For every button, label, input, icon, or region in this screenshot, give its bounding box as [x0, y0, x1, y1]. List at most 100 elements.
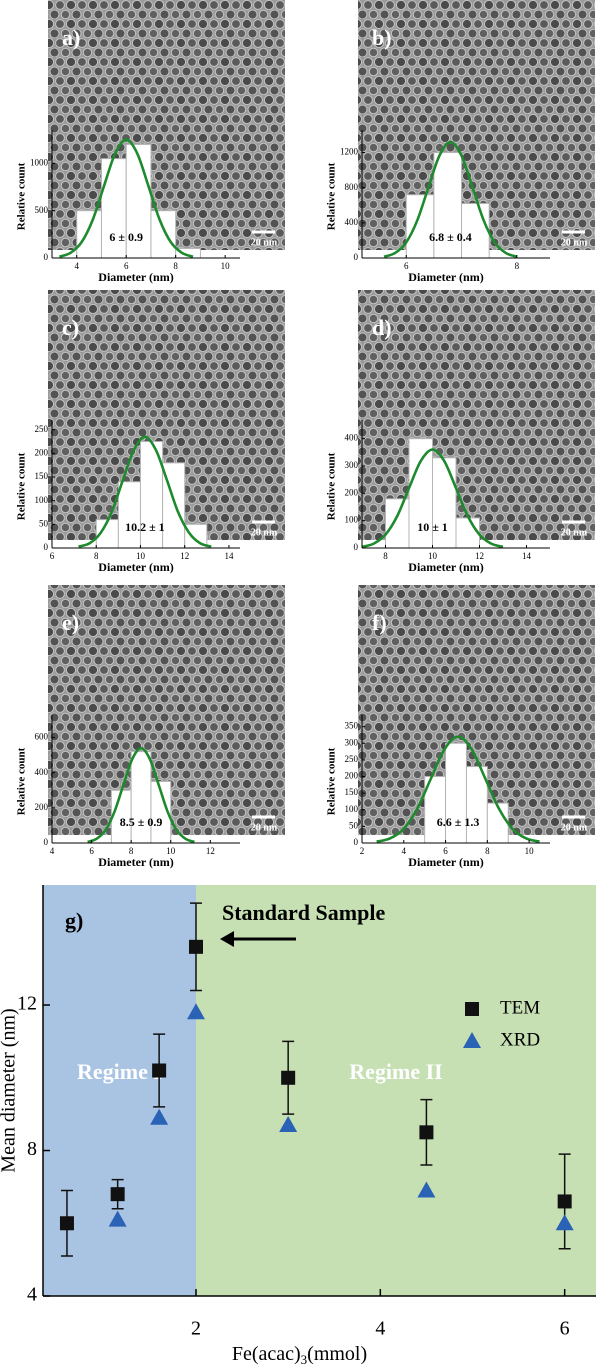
fit-curve	[58, 138, 194, 258]
x-tick-label: 4	[74, 261, 79, 271]
y-tick-label: 600	[35, 732, 49, 742]
x-tick-label: 14	[224, 551, 234, 561]
annotation-arrowhead	[220, 931, 234, 947]
y-tick-label: 200	[345, 487, 359, 497]
panel-label: b)	[372, 25, 392, 50]
x-axis-label: Diameter (nm)	[408, 855, 483, 869]
y-axis-label: Mean diameter (nm)	[0, 1008, 20, 1172]
regime-region	[195, 885, 596, 1296]
scale-bar-label: 20 nm	[561, 237, 588, 248]
y-tick-label: 400	[345, 217, 359, 227]
x-tick-label: 6	[443, 846, 448, 856]
fit-curve	[376, 735, 540, 843]
x-tick-label: 4	[50, 846, 55, 856]
tem-image	[48, 0, 285, 250]
y-tick-label: 800	[345, 182, 359, 192]
y-axis-label: Relative count	[326, 452, 338, 520]
data-point	[186, 1003, 205, 1020]
y-tick-label: 0	[44, 252, 49, 262]
fit-annotation: 6 ± 0.9	[109, 230, 143, 244]
x-tick-label: 10	[525, 846, 535, 856]
y-tick-label: 250	[345, 754, 359, 764]
regime-label: Regime I	[77, 1059, 162, 1084]
histogram-bar	[76, 210, 102, 259]
fit-annotation: 10 ± 1	[417, 520, 448, 534]
x-axis-label: Diameter (nm)	[408, 270, 483, 284]
legend-label: TEM	[500, 997, 540, 1018]
histogram-bar	[385, 498, 410, 549]
scale-bar-label: 20 nm	[251, 527, 278, 538]
y-tick-label: 4	[27, 1284, 37, 1306]
y-tick-label: 50	[349, 820, 359, 830]
x-axis-label: Diameter (nm)	[98, 560, 173, 574]
legend-marker	[465, 1002, 479, 1016]
x-axis-label: Diameter (nm)	[98, 855, 173, 869]
x-tick-label: 8	[485, 846, 490, 856]
y-tick-label: 1200	[340, 147, 359, 157]
y-tick-label: 200	[35, 802, 49, 812]
panel-label: d)	[372, 315, 392, 340]
fit-annotation: 8.5 ± 0.9	[120, 815, 163, 829]
fit-annotation: 10.2 ± 1	[125, 520, 165, 534]
fit-annotation: 6.6 ± 1.3	[437, 815, 480, 829]
legend-marker	[463, 1032, 481, 1048]
x-tick-label: 8	[515, 261, 520, 271]
y-tick-label: 100	[345, 515, 359, 525]
y-tick-label: 300	[345, 460, 359, 470]
histogram-bar	[432, 457, 457, 549]
scale-bar-label: 20 nm	[561, 527, 588, 538]
x-tick-label: 4	[402, 846, 407, 856]
fit-annotation: 6.8 ± 0.4	[429, 230, 472, 244]
data-point	[555, 1214, 574, 1231]
x-tick-label: 8	[383, 551, 388, 561]
y-tick-label: 500	[35, 205, 49, 215]
regime-region	[43, 885, 196, 1296]
y-axis-label: Relative count	[16, 747, 28, 815]
y-tick-label: 150	[345, 787, 359, 797]
data-point	[59, 1216, 74, 1231]
x-tick-label: 12	[475, 551, 484, 561]
x-tick-label: 8	[94, 551, 99, 561]
y-tick-label: 50	[39, 518, 49, 528]
panel-label: e)	[62, 610, 79, 635]
x-tick-label: 10	[428, 551, 438, 561]
panel-label: f)	[372, 610, 387, 635]
x-axis-label-subscript: 3	[301, 1352, 308, 1367]
data-point	[110, 1187, 125, 1202]
data-point	[108, 1210, 127, 1227]
annotation: Standard Sample	[222, 900, 385, 925]
x-tick-label: 2	[360, 846, 365, 856]
panel-label: g)	[65, 908, 83, 933]
x-tick-label: 6	[124, 261, 129, 271]
histogram-bar	[100, 158, 127, 259]
data-point	[150, 1108, 169, 1125]
x-axis-label-text: Fe(acac)	[232, 1343, 301, 1365]
y-tick-label: 400	[345, 433, 359, 443]
y-axis-label: Relative count	[16, 452, 28, 520]
x-axis-label: Fe(acac)3(mmol)	[232, 1343, 367, 1367]
x-tick-label: 12	[206, 846, 215, 856]
histogram-bar	[405, 194, 435, 259]
fit-curve	[87, 746, 195, 844]
x-tick-label: 6	[50, 551, 55, 561]
y-axis-label: Relative count	[326, 162, 338, 230]
fit-curve	[78, 435, 212, 548]
fit-curve	[383, 140, 518, 258]
y-axis-label: Relative count	[326, 747, 338, 815]
histogram-bar	[117, 481, 141, 549]
x-axis-label: Diameter (nm)	[98, 270, 173, 284]
y-tick-label: 12	[17, 993, 37, 1015]
y-tick-label: 250	[35, 424, 49, 434]
y-tick-label: 150	[35, 471, 49, 481]
data-point	[188, 939, 203, 954]
histogram-bar	[130, 751, 152, 844]
data-point	[281, 1070, 296, 1085]
y-tick-label: 0	[354, 837, 359, 847]
y-tick-label: 200	[345, 771, 359, 781]
x-tick-label: 10	[166, 846, 176, 856]
histogram-bar	[455, 517, 480, 549]
y-axis-label: Relative count	[16, 162, 28, 230]
y-tick-label: 0	[44, 542, 49, 552]
data-point	[557, 1194, 572, 1209]
